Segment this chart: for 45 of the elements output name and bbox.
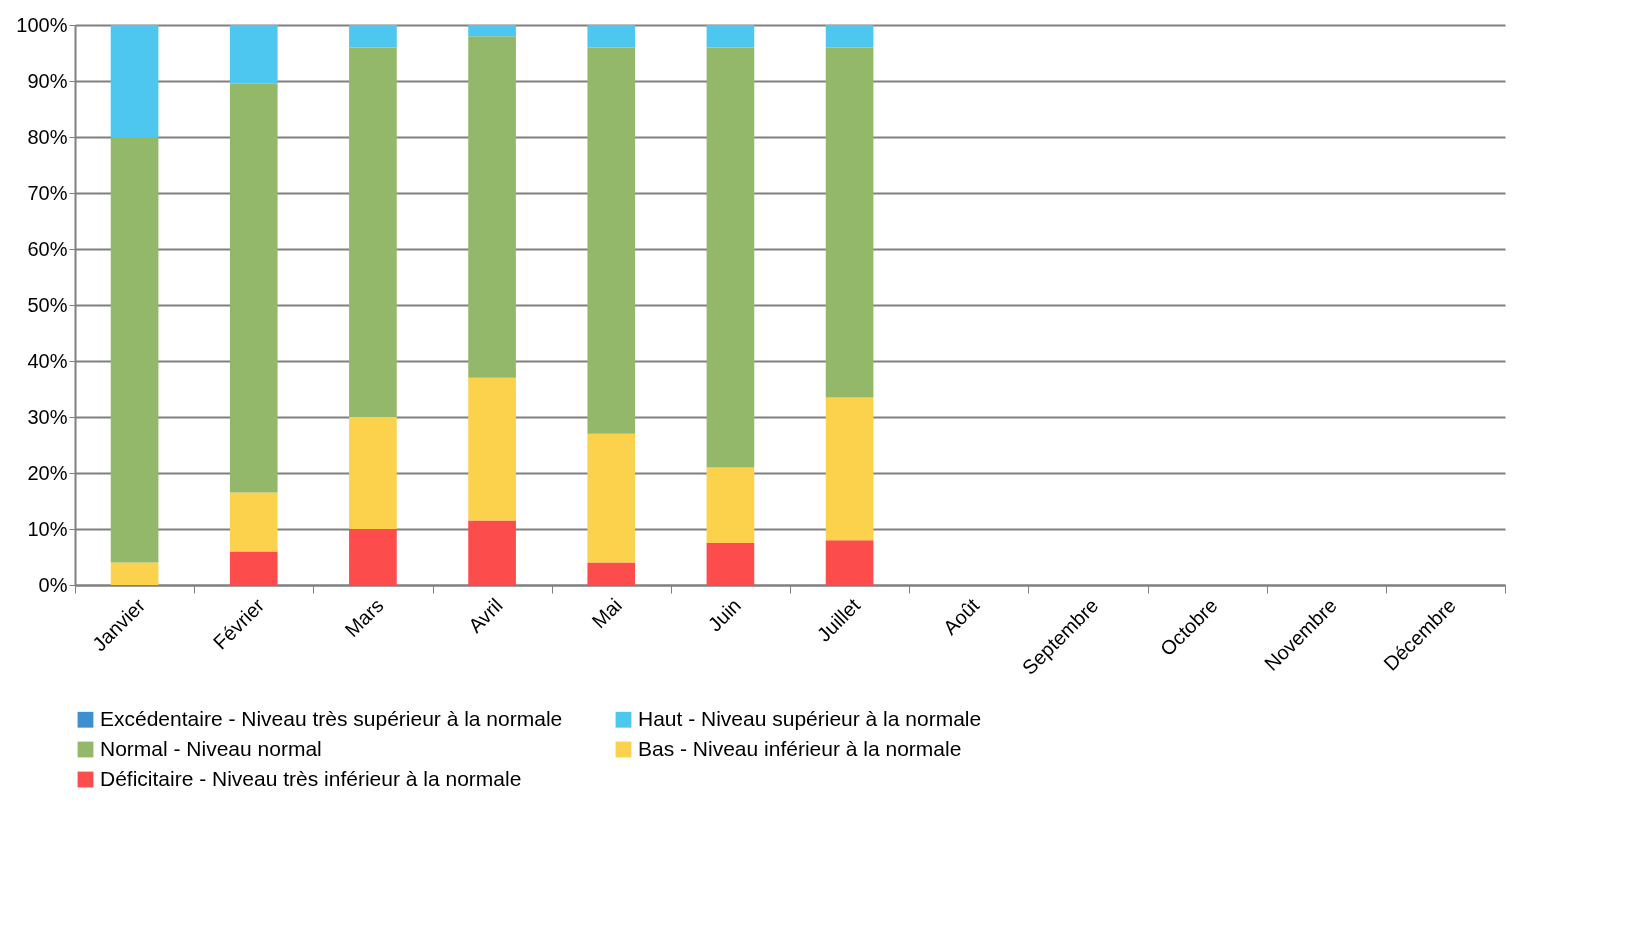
bar: [349, 529, 397, 585]
bar: [825, 47, 874, 398]
bar: [587, 433, 636, 563]
y-tick-label: 30%: [27, 405, 68, 428]
bar: [706, 467, 755, 543]
legend-label: Bas - Niveau inférieur à la normale: [638, 736, 962, 760]
y-tick-label: 20%: [27, 461, 68, 484]
y-tick-label: 40%: [27, 349, 68, 372]
bar: [229, 492, 278, 552]
bar: [349, 417, 397, 529]
bar: [468, 377, 516, 521]
bar: [468, 36, 516, 378]
bar: [587, 562, 636, 585]
legend-label: Haut - Niveau supérieur à la normale: [638, 706, 982, 730]
x-tick-label: Mai: [587, 594, 626, 633]
legend-label: Excédentaire - Niveau très supérieur à la normale: [100, 706, 563, 730]
bar: [110, 562, 159, 585]
bar: [706, 47, 755, 468]
bar: [706, 25, 755, 48]
bar: [706, 543, 755, 585]
bar: [468, 25, 516, 37]
bar: [587, 47, 636, 434]
y-tick-label: 10%: [27, 517, 68, 540]
bar: [229, 83, 278, 493]
bar: [229, 551, 278, 585]
bar: [825, 25, 874, 48]
bar: [825, 540, 874, 585]
y-tick-label: 90%: [27, 69, 68, 92]
legend-label: Déficitaire - Niveau très inférieur à la normale: [100, 766, 522, 790]
bar: [468, 520, 516, 585]
y-tick-label: 100%: [16, 13, 68, 36]
bar: [110, 137, 159, 563]
bar: [229, 25, 278, 84]
y-tick-label: 50%: [27, 293, 68, 316]
legend-label: Normal - Niveau normal: [100, 736, 322, 760]
bar: [825, 397, 874, 541]
x-tick-label: Juin: [703, 594, 746, 636]
bar: [349, 47, 397, 417]
y-tick-label: 0%: [38, 573, 68, 596]
y-tick-label: 70%: [27, 181, 68, 204]
y-tick-label: 60%: [27, 237, 68, 260]
y-tick-label: 80%: [27, 125, 68, 148]
bar: [587, 25, 636, 48]
bar: [349, 25, 397, 48]
bar: [110, 25, 159, 137]
